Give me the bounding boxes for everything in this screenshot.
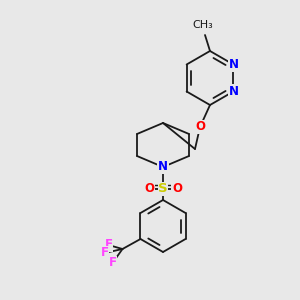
Text: O: O xyxy=(172,182,182,196)
Text: O: O xyxy=(195,121,205,134)
Text: F: F xyxy=(109,256,116,269)
Text: F: F xyxy=(100,247,109,260)
Text: N: N xyxy=(158,160,168,173)
Text: N: N xyxy=(228,58,239,71)
Text: O: O xyxy=(144,182,154,196)
Text: N: N xyxy=(228,85,239,98)
Text: CH₃: CH₃ xyxy=(193,20,213,30)
Text: F: F xyxy=(104,238,112,251)
Text: S: S xyxy=(158,182,168,196)
